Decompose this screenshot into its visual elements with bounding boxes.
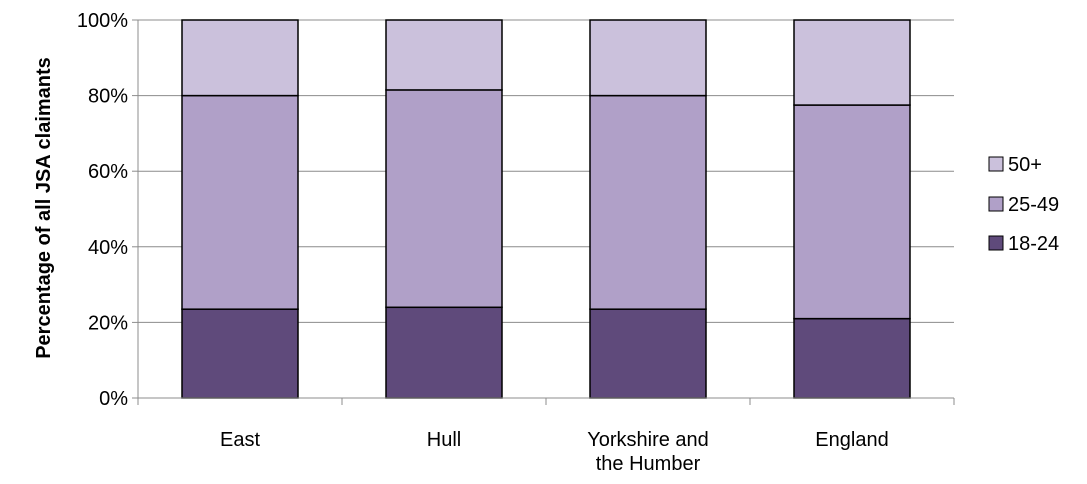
y-tick-label: 20% <box>88 312 128 334</box>
y-tick-label: 40% <box>88 237 128 259</box>
legend-swatch <box>988 196 1004 212</box>
y-tick-label: 80% <box>88 86 128 108</box>
y-tick-label: 60% <box>88 161 128 183</box>
legend-label: 50+ <box>1008 154 1042 176</box>
x-category-label: Yorkshire and <box>587 429 709 451</box>
axes <box>132 19 955 405</box>
legend-label: 18-24 <box>1008 233 1059 255</box>
x-category-label: England <box>815 429 888 451</box>
bar-segment-50+ <box>589 19 707 97</box>
x-category-label: East <box>220 429 260 451</box>
y-tick-label: 100% <box>77 10 128 32</box>
bar-segment-25-49 <box>181 94 299 310</box>
bar-segment-25-49 <box>589 94 707 310</box>
bar-segment-25-49 <box>793 104 911 320</box>
y-tick-labels: 0% 20% 40% 60% 80% 100% <box>77 10 128 410</box>
bar-segment-18-24 <box>793 317 911 399</box>
bars <box>181 19 911 399</box>
bar-segment-18-24 <box>589 308 707 399</box>
legend-swatch <box>988 235 1004 251</box>
bar-segment-18-24 <box>385 306 503 399</box>
legend-label: 25-49 <box>1008 194 1059 216</box>
bar-segment-25-49 <box>385 89 503 309</box>
bar-segment-50+ <box>181 19 299 97</box>
bar-segment-18-24 <box>181 308 299 399</box>
legend-swatch <box>988 156 1004 172</box>
y-axis-title: Percentage of all JSA claimants <box>33 57 55 359</box>
bar-segment-50+ <box>385 19 503 91</box>
y-tick-label: 0% <box>99 388 128 410</box>
x-category-label: the Humber <box>596 453 701 475</box>
bar-segment-50+ <box>793 19 911 106</box>
x-category-label: Hull <box>427 429 461 451</box>
legend: 50+ 25-49 18-24 <box>988 154 1059 255</box>
